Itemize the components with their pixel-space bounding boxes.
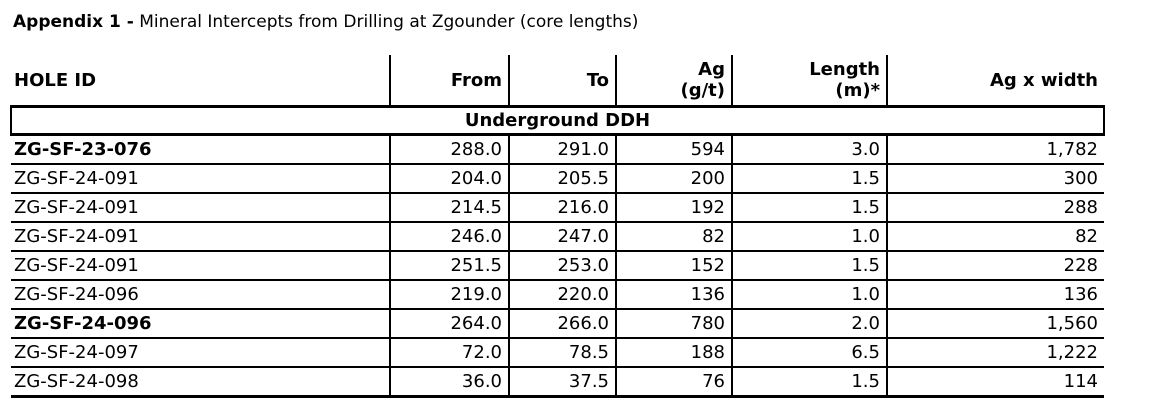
cell-length: 1.5 (732, 251, 888, 281)
mineral-intercepts-table: HOLE ID From To Ag (g/t) Length (m)* Ag x width… (10, 55, 1105, 398)
column-header-hole_id: HOLE ID (11, 55, 391, 108)
table-row: ZG-SF-24-091 251.5 253.0 152 1.5 228 (11, 251, 1104, 281)
column-header-ag: Ag (g/t) (616, 55, 733, 108)
cell-agxw: 1,222 (887, 338, 1104, 368)
cell-to: 205.5 (509, 164, 617, 194)
cell-hole_id: ZG-SF-24-098 (11, 367, 391, 398)
cell-agxw: 288 (887, 193, 1104, 223)
cell-from: 246.0 (390, 222, 510, 252)
cell-from: 36.0 (390, 367, 510, 398)
cell-length: 3.0 (732, 134, 888, 165)
cell-to: 291.0 (509, 134, 617, 165)
cell-from: 72.0 (390, 338, 510, 368)
cell-ag: 192 (616, 193, 733, 223)
cell-from: 214.5 (390, 193, 510, 223)
cell-from: 264.0 (390, 309, 510, 339)
section-label: Underground DDH (10, 106, 1105, 136)
cell-agxw: 82 (887, 222, 1104, 252)
header-row: HOLE ID From To Ag (g/t) Length (m)* Ag x width (11, 55, 1104, 108)
cell-length: 1.0 (732, 280, 888, 310)
column-header-from: From (390, 55, 510, 108)
page-title-text: Mineral Intercepts from Drilling at Zgou… (133, 12, 639, 32)
cell-ag: 152 (616, 251, 733, 281)
cell-hole_id: ZG-SF-24-091 (11, 251, 391, 281)
cell-from: 204.0 (390, 164, 510, 194)
cell-ag: 594 (616, 134, 733, 165)
cell-ag: 82 (616, 222, 733, 252)
cell-hole_id: ZG-SF-23-076 (11, 134, 391, 165)
table-header: HOLE ID From To Ag (g/t) Length (m)* Ag x width (11, 55, 1104, 108)
cell-length: 1.5 (732, 367, 888, 398)
cell-agxw: 228 (887, 251, 1104, 281)
cell-hole_id: ZG-SF-24-091 (11, 164, 391, 194)
column-header-length: Length (m)* (732, 55, 888, 108)
cell-ag: 188 (616, 338, 733, 368)
table-row: ZG-SF-24-097 72.0 78.5 188 6.5 1,222 (11, 338, 1104, 368)
cell-hole_id: ZG-SF-24-096 (11, 309, 391, 339)
cell-from: 219.0 (390, 280, 510, 310)
cell-to: 37.5 (509, 367, 617, 398)
table-body: ZG-SF-23-076 288.0 291.0 594 3.0 1,782 ZG-SF-2… (11, 134, 1104, 398)
cell-ag: 200 (616, 164, 733, 194)
column-header-agxw: Ag x width (887, 55, 1104, 108)
cell-agxw: 1,560 (887, 309, 1104, 339)
column-header-to: To (509, 55, 617, 108)
cell-to: 247.0 (509, 222, 617, 252)
cell-hole_id: ZG-SF-24-091 (11, 193, 391, 223)
cell-agxw: 136 (887, 280, 1104, 310)
table-row: ZG-SF-24-096 219.0 220.0 136 1.0 136 (11, 280, 1104, 310)
cell-length: 1.5 (732, 193, 888, 223)
cell-length: 1.5 (732, 164, 888, 194)
cell-agxw: 300 (887, 164, 1104, 194)
cell-from: 251.5 (390, 251, 510, 281)
cell-length: 6.5 (732, 338, 888, 368)
table-row: ZG-SF-23-076 288.0 291.0 594 3.0 1,782 (11, 134, 1104, 165)
table-row: ZG-SF-24-091 246.0 247.0 82 1.0 82 (11, 222, 1104, 252)
cell-to: 253.0 (509, 251, 617, 281)
cell-ag: 136 (616, 280, 733, 310)
cell-length: 2.0 (732, 309, 888, 339)
table-row: ZG-SF-24-098 36.0 37.5 76 1.5 114 (11, 367, 1104, 398)
cell-to: 220.0 (509, 280, 617, 310)
cell-ag: 76 (616, 367, 733, 398)
cell-hole_id: ZG-SF-24-096 (11, 280, 391, 310)
cell-ag: 780 (616, 309, 733, 339)
cell-hole_id: ZG-SF-24-091 (11, 222, 391, 252)
page-title: Appendix 1 - Mineral Intercepts from Dri… (13, 12, 638, 32)
cell-to: 78.5 (509, 338, 617, 368)
section-row: Underground DDH (10, 106, 1105, 136)
page-title-label: Appendix 1 - (13, 12, 134, 32)
table-row: ZG-SF-24-091 214.5 216.0 192 1.5 288 (11, 193, 1104, 223)
cell-to: 216.0 (509, 193, 617, 223)
cell-agxw: 1,782 (887, 134, 1104, 165)
cell-hole_id: ZG-SF-24-097 (11, 338, 391, 368)
cell-from: 288.0 (390, 134, 510, 165)
table-row: ZG-SF-24-091 204.0 205.5 200 1.5 300 (11, 164, 1104, 194)
cell-agxw: 114 (887, 367, 1104, 398)
table-row: ZG-SF-24-096 264.0 266.0 780 2.0 1,560 (11, 309, 1104, 339)
cell-to: 266.0 (509, 309, 617, 339)
cell-length: 1.0 (732, 222, 888, 252)
